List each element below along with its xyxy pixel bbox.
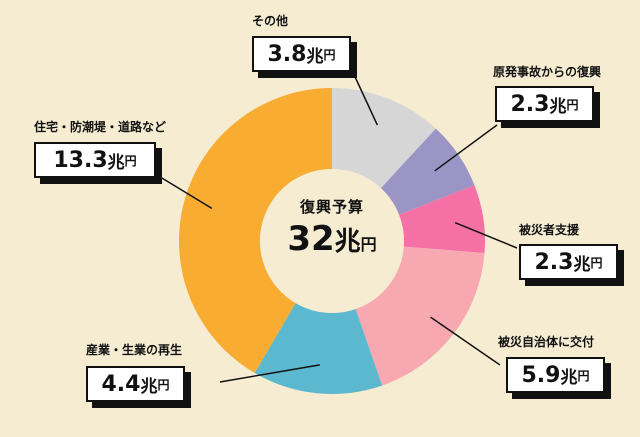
leader-line-victim-support [454,222,518,249]
label-victim-support: 被災者支援 [519,223,580,237]
label-industry: 産業・生業の再生 [86,343,183,357]
value-box-municipality-grants: 5.9 兆円 [506,357,605,393]
value-box-nuclear: 2.3 兆円 [495,86,594,122]
value-number: 4.4 [101,371,141,397]
value-number: 3.8 [267,41,307,67]
value-unit-en: 円 [124,153,137,168]
total-unit-cho: 兆 [334,227,361,257]
value-number: 5.9 [521,362,561,388]
label-housing: 住宅・防潮堤・道路など [34,120,167,134]
slice-victim-support [399,185,485,254]
slice-municipality-grants [355,246,485,386]
leader-line-other [349,65,379,126]
value-unit-cho: 兆 [107,152,125,173]
label-nuclear: 原発事故からの復興 [493,65,602,79]
label-other: その他 [252,14,289,28]
value-unit-en: 円 [566,97,579,112]
value-box-housing: 13.3 兆円 [34,142,156,178]
leader-line-housing [151,171,213,210]
value-unit-en: 円 [157,377,170,392]
value-number: 2.3 [534,249,574,275]
value-box-industry: 4.4 兆円 [86,366,185,402]
leader-line-municipality-grants [430,316,501,366]
slice-other [332,88,436,189]
total-number: 32 [287,219,335,259]
slice-housing [179,88,332,373]
donut-hole [260,169,404,313]
value-unit-en: 円 [590,255,603,270]
value-number: 13.3 [53,147,108,173]
value-unit-en: 円 [323,47,336,62]
chart-title: 復興予算 [299,198,364,216]
label-municipality-grants: 被災自治体に交付 [498,335,595,349]
value-unit-cho: 兆 [560,367,578,388]
value-unit-cho: 兆 [573,254,591,275]
total-unit-en: 円 [360,235,377,254]
chart-center: 復興予算 32兆円 [264,196,400,259]
value-unit-en: 円 [577,368,590,383]
value-box-other: 3.8 兆円 [252,36,351,72]
total-value: 32兆円 [264,219,400,259]
value-unit-cho: 兆 [140,376,158,397]
value-unit-cho: 兆 [306,46,324,67]
slice-nuclear [380,128,475,215]
value-unit-cho: 兆 [549,96,567,117]
leader-line-nuclear [434,124,498,172]
leader-line-industry [219,364,320,383]
value-box-victim-support: 2.3 兆円 [519,244,618,280]
value-number: 2.3 [510,91,550,117]
